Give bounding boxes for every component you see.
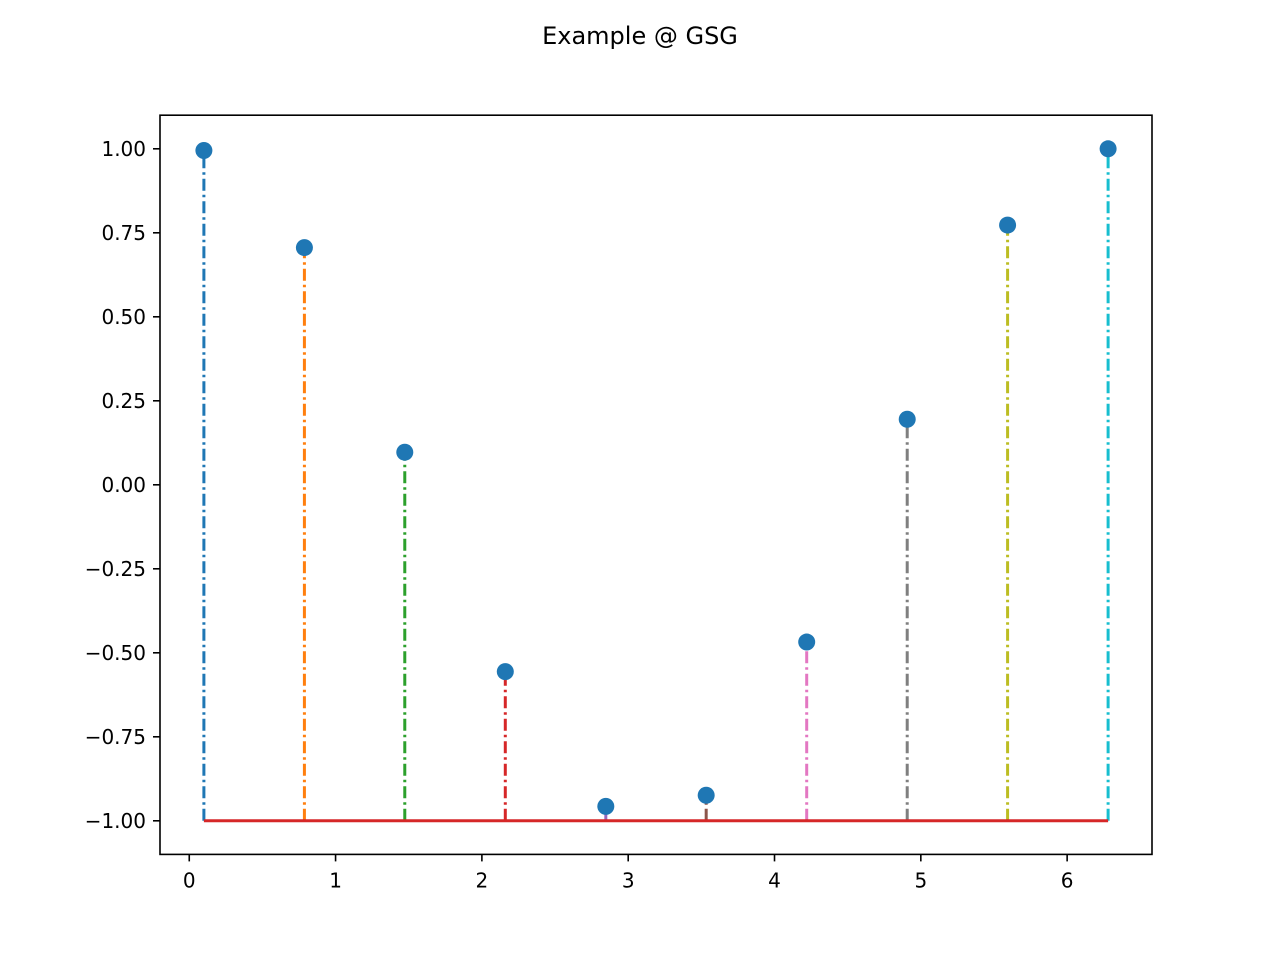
data-point (697, 786, 715, 804)
y-tick-label: −1.00 (85, 809, 146, 833)
y-tick-label: 0.50 (101, 305, 146, 329)
data-point (396, 443, 414, 461)
data-point (597, 797, 615, 815)
data-point (898, 410, 916, 428)
data-point (195, 141, 213, 159)
data-point (496, 663, 514, 681)
x-tick-label: 1 (329, 868, 342, 892)
plot-frame (159, 114, 1153, 856)
x-tick-label: 0 (183, 868, 196, 892)
x-tick-label: 2 (476, 868, 489, 892)
x-tick-label: 4 (768, 868, 781, 892)
data-point (295, 239, 313, 257)
y-tick-label: 0.25 (101, 389, 146, 413)
y-tick-label: 1.00 (101, 137, 146, 161)
data-point (798, 633, 816, 651)
x-tick-label: 5 (914, 868, 927, 892)
x-axis-ticks: 0 1 2 3 4 5 6 (183, 854, 1074, 892)
stems-layer (202, 148, 1110, 823)
markers-layer (195, 140, 1117, 815)
y-tick-label: 0.00 (101, 473, 146, 497)
x-tick-label: 3 (622, 868, 635, 892)
y-tick-label: −0.25 (85, 557, 146, 581)
y-tick-label: 0.75 (101, 221, 146, 245)
chart-title: Example @ GSG (542, 22, 738, 50)
data-point (999, 216, 1017, 234)
data-point (1099, 140, 1117, 158)
y-tick-label: −0.75 (85, 725, 146, 749)
y-tick-label: −0.50 (85, 641, 146, 665)
y-axis-ticks: 1.00 0.75 0.50 0.25 0.00 −0.25 −0.50 −0.75 −1.00 (85, 137, 160, 833)
x-tick-label: 6 (1061, 868, 1074, 892)
